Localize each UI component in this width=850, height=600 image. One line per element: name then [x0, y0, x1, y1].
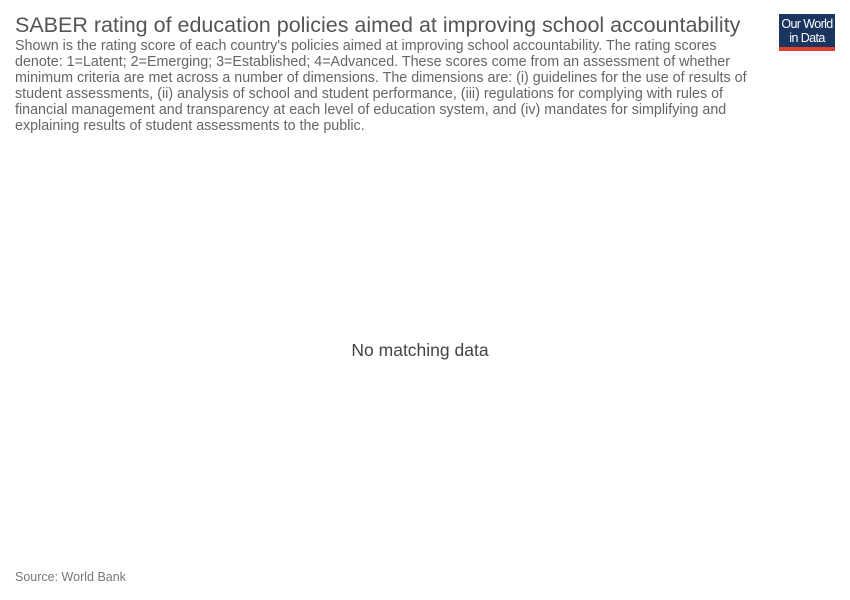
no-data-message: No matching data [351, 340, 489, 360]
source-note: Source: World Bank [15, 570, 126, 584]
logo-line-2: in Data [789, 31, 825, 45]
our-world-in-data-logo[interactable]: Our World in Data [779, 14, 835, 51]
chart-title: SABER rating of education policies aimed… [15, 13, 741, 37]
chart-subtitle: Shown is the rating score of each countr… [15, 38, 747, 134]
chart-area: No matching data [15, 140, 835, 560]
logo-line-1: Our World [781, 17, 833, 31]
